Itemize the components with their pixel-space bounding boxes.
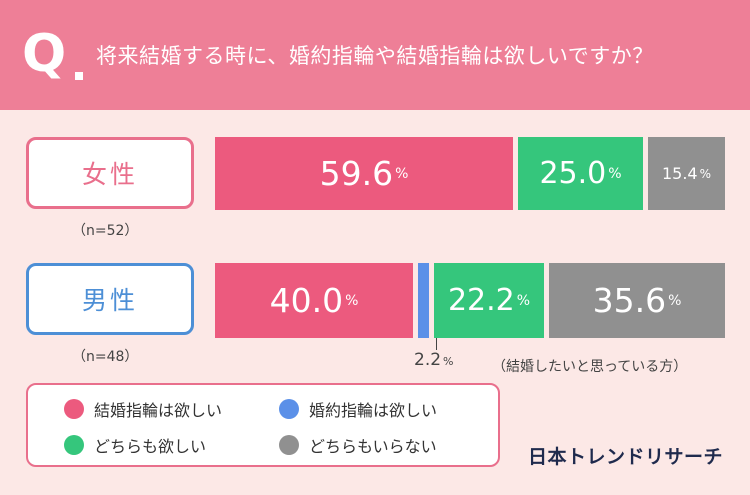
legend-dot-both	[64, 435, 84, 455]
legend-dot-neither	[279, 435, 299, 455]
percent-sign: %	[516, 292, 531, 309]
percent-sign: %	[608, 165, 622, 182]
percent-sign: %	[395, 165, 409, 182]
bar-segment: 35.6%	[549, 263, 725, 338]
callout-line	[436, 338, 437, 350]
legend-label: 婚約指輪は欲しい	[309, 401, 438, 420]
legend-item-marriage-ring: 結婚指輪は欲しい	[64, 397, 222, 421]
percent-sign: %	[699, 166, 712, 181]
legend-item-both: どちらも欲しい	[64, 433, 206, 457]
bar-segment: 15.4%	[648, 137, 725, 210]
bar-value-label: 40.0	[269, 281, 344, 320]
bar-value-label: 35.6	[592, 281, 667, 320]
legend-dot-engagement-ring	[279, 399, 299, 419]
percent-sign: %	[668, 292, 682, 309]
bar-segment	[418, 263, 429, 338]
q-dot	[75, 72, 83, 80]
question-header: Q 将来結婚する時に、婚約指輪や結婚指輪は欲しいですか？	[0, 0, 750, 110]
legend-label: 結婚指輪は欲しい	[94, 401, 223, 420]
bar-value-label: 22.2	[447, 283, 515, 318]
bar-value-label: 59.6	[319, 154, 394, 193]
legend-label: どちらもいらない	[309, 437, 437, 456]
male-sample-size: （n=48）	[72, 349, 139, 365]
callout-label: 2.2%	[414, 350, 454, 370]
question-text: 将来結婚する時に、婚約指輪や結婚指輪は欲しいですか？	[96, 44, 654, 68]
respondent-note: （結婚したいと思っている方）	[492, 359, 688, 375]
percent-sign: %	[345, 292, 359, 309]
brand-logo: 日本トレンドリサーチ	[528, 446, 724, 468]
bar-value-label: 15.4	[661, 164, 698, 183]
bar-segment: 40.0%	[215, 263, 413, 338]
male-label-box: 男性	[26, 263, 194, 335]
bar-segment: 25.0%	[518, 137, 643, 210]
bar-segment: 22.2%	[434, 263, 544, 338]
female-sample-size: （n=52）	[72, 223, 139, 239]
bar-segment: 59.6%	[215, 137, 513, 210]
q-mark: Q	[22, 24, 67, 84]
legend-dot-marriage-ring	[64, 399, 84, 419]
legend: 結婚指輪は欲しい 婚約指輪は欲しい どちらも欲しい どちらもいらない	[26, 383, 500, 467]
legend-item-engagement-ring: 婚約指輪は欲しい	[279, 397, 437, 421]
legend-item-neither: どちらもいらない	[279, 433, 437, 457]
legend-label: どちらも欲しい	[94, 437, 207, 456]
bar-value-label: 25.0	[539, 156, 607, 191]
female-label-box: 女性	[26, 137, 194, 209]
